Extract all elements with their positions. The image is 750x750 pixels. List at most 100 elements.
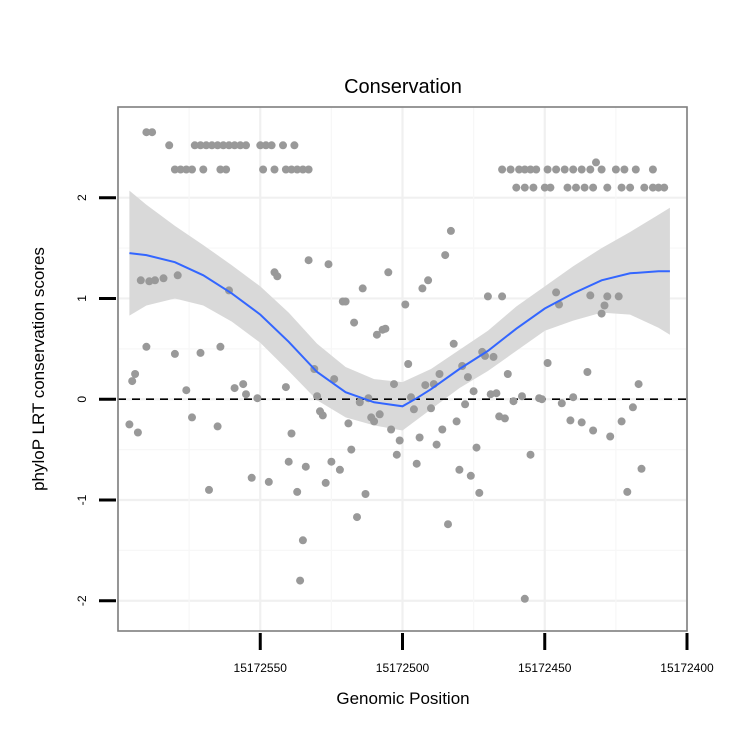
data-point xyxy=(526,165,535,174)
data-point xyxy=(170,349,179,358)
data-point xyxy=(427,404,435,413)
data-point xyxy=(279,141,287,150)
data-point xyxy=(287,165,296,174)
data-point xyxy=(173,271,182,280)
data-point xyxy=(264,477,273,486)
data-point xyxy=(435,370,444,378)
data-point xyxy=(205,485,213,494)
data-point xyxy=(472,443,481,452)
data-point xyxy=(424,276,433,285)
data-point xyxy=(552,288,561,297)
data-point xyxy=(344,419,353,428)
data-point xyxy=(216,342,225,351)
data-point xyxy=(515,165,524,174)
data-point xyxy=(335,465,344,474)
data-point xyxy=(239,380,248,389)
data-point xyxy=(341,297,350,306)
data-point xyxy=(617,183,626,192)
data-point xyxy=(287,429,296,438)
data-point xyxy=(623,487,632,496)
data-point xyxy=(290,141,299,150)
data-point xyxy=(273,272,282,281)
data-point xyxy=(236,141,245,150)
data-point xyxy=(313,392,322,401)
data-point xyxy=(304,165,313,174)
data-point xyxy=(216,165,225,174)
data-point xyxy=(626,183,635,192)
data-point xyxy=(182,386,191,395)
data-point xyxy=(213,422,222,431)
y-tick-label: 2 xyxy=(75,194,89,201)
data-point xyxy=(213,141,222,150)
data-point xyxy=(128,377,137,386)
data-point xyxy=(142,342,151,351)
data-point xyxy=(634,380,643,389)
gridlines xyxy=(116,107,689,631)
data-point xyxy=(597,309,606,318)
data-point xyxy=(566,416,575,425)
data-point xyxy=(637,464,646,473)
data-point xyxy=(281,383,290,392)
y-tick-label: 1 xyxy=(75,295,89,302)
y-axis-ticks: -2 -1 0 1 2 xyxy=(75,194,116,606)
data-point xyxy=(415,433,424,442)
data-point xyxy=(284,457,293,466)
data-point xyxy=(577,165,586,174)
data-point xyxy=(392,450,401,459)
data-point xyxy=(449,339,458,348)
data-point xyxy=(546,183,555,192)
data-point xyxy=(358,284,367,293)
smooth-trend-line xyxy=(129,252,670,408)
y-axis-title: phyloP LRT conservation scores xyxy=(29,247,48,491)
data-point xyxy=(552,165,561,174)
data-point xyxy=(509,397,518,406)
data-point xyxy=(125,420,134,429)
data-point xyxy=(421,381,430,390)
data-point xyxy=(304,256,313,265)
data-point xyxy=(444,520,452,529)
data-point xyxy=(381,324,390,333)
data-point xyxy=(207,141,216,150)
data-point xyxy=(492,389,501,398)
data-point xyxy=(242,390,250,399)
data-point xyxy=(298,165,307,174)
data-point xyxy=(230,384,239,393)
data-point xyxy=(432,440,441,449)
data-point xyxy=(614,292,623,301)
data-point xyxy=(569,165,578,174)
data-point xyxy=(660,183,669,192)
data-point xyxy=(412,459,421,468)
data-point xyxy=(631,165,640,174)
data-point xyxy=(441,251,450,260)
data-point xyxy=(196,348,205,357)
data-point xyxy=(190,141,199,150)
data-point xyxy=(247,473,256,482)
data-point xyxy=(498,292,507,301)
data-point xyxy=(390,380,398,389)
data-point xyxy=(199,165,208,174)
data-point xyxy=(503,370,512,378)
data-point xyxy=(520,594,529,603)
data-point xyxy=(592,158,600,167)
x-tick-label: 15172450 xyxy=(518,661,572,675)
data-point xyxy=(170,165,179,174)
data-point xyxy=(580,183,589,192)
data-point xyxy=(151,276,159,285)
data-point xyxy=(384,268,393,277)
data-point xyxy=(466,471,475,480)
data-point xyxy=(506,165,515,174)
data-point xyxy=(281,165,290,174)
data-point xyxy=(136,276,145,285)
plot-frame xyxy=(117,106,688,632)
data-point xyxy=(293,165,302,174)
data-point xyxy=(372,330,381,339)
data-point xyxy=(230,141,239,150)
data-point xyxy=(298,536,307,545)
data-point xyxy=(324,260,333,269)
data-point xyxy=(202,141,211,150)
data-point xyxy=(355,398,364,407)
data-point xyxy=(188,165,196,174)
data-point xyxy=(603,183,612,192)
data-point xyxy=(498,165,507,174)
data-point xyxy=(142,128,151,137)
